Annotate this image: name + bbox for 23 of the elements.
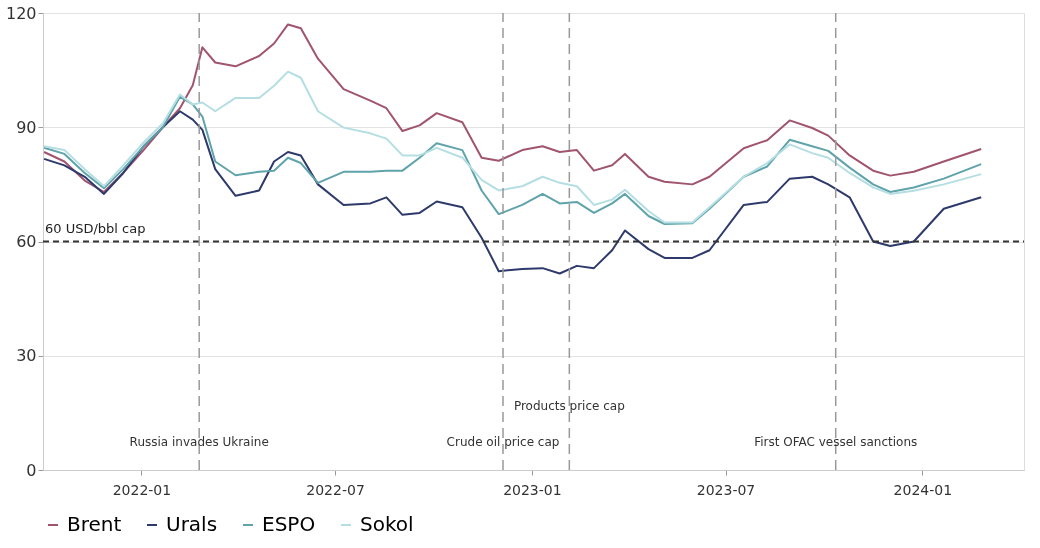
x-tick-label: 2022-01 <box>112 481 172 498</box>
y-tick-label: 0 <box>26 460 37 480</box>
x-tick-label: 2023-01 <box>503 481 562 498</box>
ref-line-label: 60 USD/bbl cap <box>45 220 146 236</box>
line-series <box>43 23 983 193</box>
y-tick-label: 90 <box>16 117 37 137</box>
legend-label: ESPO <box>262 512 316 536</box>
x-tick-label: 2022-07 <box>306 481 365 498</box>
line-series <box>43 70 983 224</box>
y-tick-label: 30 <box>16 346 37 366</box>
y-tick-label: 120 <box>5 3 37 23</box>
legend-label: Urals <box>166 512 218 536</box>
line-series <box>43 95 983 225</box>
ref-line-label: Products price cap <box>513 399 625 413</box>
ref-line-label: Russia invades Ukraine <box>129 435 269 449</box>
legend-label: Sokol <box>360 512 414 536</box>
line-series <box>43 110 983 275</box>
x-tick-label: 2024-01 <box>893 481 953 498</box>
ref-line-label: Crude oil price cap <box>446 435 560 449</box>
legend-label: Brent <box>67 512 122 536</box>
x-tick-label: 2023-07 <box>696 481 756 498</box>
ref-line-label: First OFAC vessel sanctions <box>754 435 918 449</box>
y-tick-label: 60 <box>16 232 37 251</box>
